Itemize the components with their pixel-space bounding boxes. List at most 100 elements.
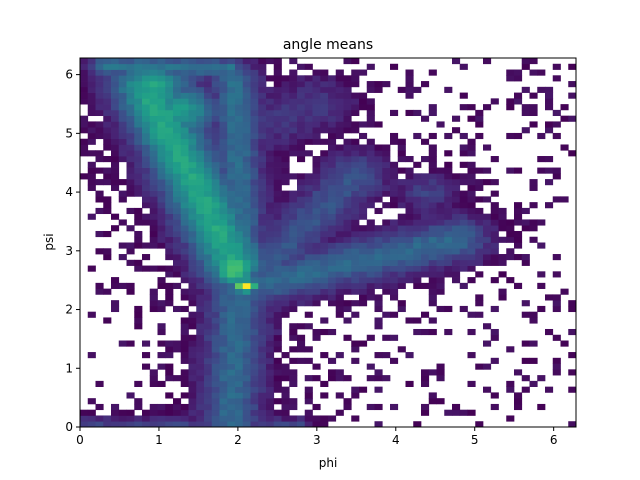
heatmap-cell (568, 300, 577, 307)
heatmap-cell (444, 265, 453, 272)
heatmap-cell (343, 156, 352, 163)
heatmap-cell (204, 167, 213, 174)
heatmap-cell (335, 75, 344, 82)
heatmap-cell (304, 230, 313, 238)
heatmap-cell (320, 213, 329, 220)
heatmap-cell (498, 219, 507, 226)
heatmap-cell (273, 340, 282, 347)
heatmap-cell (204, 184, 213, 191)
heatmap-cell (250, 415, 259, 422)
heatmap-cell (157, 161, 166, 168)
heatmap-cell (351, 167, 360, 174)
heatmap-cell (266, 386, 275, 393)
heatmap-cell (126, 92, 135, 99)
heatmap-cell (242, 179, 251, 186)
heatmap-cell (165, 115, 174, 122)
heatmap-cell (142, 184, 151, 191)
heatmap-cell (397, 254, 406, 261)
heatmap-cell (413, 277, 422, 284)
heatmap-cell (266, 403, 275, 411)
heatmap-cell (312, 179, 321, 186)
heatmap-cell (219, 98, 228, 105)
heatmap-cell (428, 392, 437, 399)
heatmap-cell (467, 225, 476, 232)
heatmap-cell (273, 92, 282, 99)
heatmap-cell (173, 219, 182, 226)
heatmap-cell (304, 121, 313, 128)
heatmap-cell (211, 352, 220, 359)
heatmap-cell (444, 248, 453, 255)
heatmap-cell (366, 282, 375, 289)
heatmap-cell (328, 415, 337, 422)
heatmap-cell (258, 409, 267, 416)
heatmap-cell (103, 288, 112, 295)
heatmap-cell (390, 282, 399, 289)
heatmap-cell (188, 375, 197, 382)
heatmap-cell (235, 173, 244, 180)
heatmap-cell (506, 386, 515, 393)
heatmap-cell (142, 265, 151, 272)
heatmap-cell (405, 248, 414, 255)
heatmap-cell (467, 173, 476, 180)
heatmap-cell (304, 398, 313, 405)
heatmap-cell (242, 363, 251, 370)
heatmap-cell (444, 173, 453, 180)
heatmap-cell (250, 403, 259, 411)
heatmap-cell (149, 196, 158, 203)
heatmap-cell (289, 81, 298, 88)
heatmap-cell (142, 202, 151, 209)
heatmap-cell (134, 132, 143, 140)
heatmap-cell (273, 167, 282, 174)
heatmap-cell (428, 288, 437, 295)
heatmap-cell (111, 305, 120, 313)
heatmap-cell (366, 167, 375, 174)
heatmap-cell (111, 150, 120, 157)
heatmap-cell (211, 219, 220, 226)
heatmap-cell (118, 156, 127, 163)
heatmap-cell (157, 98, 166, 105)
heatmap-cell (118, 127, 127, 134)
heatmap-cell (219, 317, 228, 324)
heatmap-cell (219, 138, 228, 145)
y-tick-label: 0 (65, 420, 73, 434)
heatmap-cell (196, 115, 205, 122)
heatmap-cell (483, 323, 492, 330)
heatmap-cell (258, 415, 267, 422)
heatmap-cell (258, 357, 267, 364)
heatmap-cell (196, 363, 205, 370)
heatmap-cell (328, 248, 337, 255)
heatmap-cell (204, 363, 213, 370)
heatmap-cell (219, 380, 228, 387)
heatmap-cell (304, 259, 313, 266)
heatmap-cell (149, 115, 158, 122)
heatmap-cell (475, 109, 484, 117)
heatmap-cell (235, 294, 244, 301)
heatmap-cell (211, 271, 220, 278)
heatmap-cell (211, 230, 220, 238)
heatmap-cell (111, 277, 120, 284)
heatmap-cell (173, 156, 182, 163)
heatmap-cell (452, 259, 461, 266)
plot-frame (79, 57, 577, 428)
heatmap-cell (529, 311, 538, 318)
heatmap-cell (204, 86, 213, 93)
heatmap-cell (204, 294, 213, 301)
heatmap-cell (359, 98, 368, 105)
heatmap-cell (552, 109, 561, 117)
heatmap-cell (529, 236, 538, 243)
heatmap-cell (173, 213, 182, 220)
heatmap-cell (273, 63, 282, 70)
heatmap-cell (413, 271, 422, 278)
heatmap-cell (390, 179, 399, 186)
heatmap-cell (382, 265, 391, 272)
heatmap-cell (118, 254, 127, 261)
heatmap-cell (266, 202, 275, 209)
heatmap-cell (374, 121, 383, 128)
heatmap-cell (188, 161, 197, 168)
heatmap-cell (111, 75, 120, 82)
heatmap-cell (320, 161, 329, 168)
heatmap-cell (552, 294, 561, 301)
heatmap-cell (165, 75, 174, 82)
heatmap-cell (219, 392, 228, 399)
heatmap-cell (320, 69, 329, 76)
